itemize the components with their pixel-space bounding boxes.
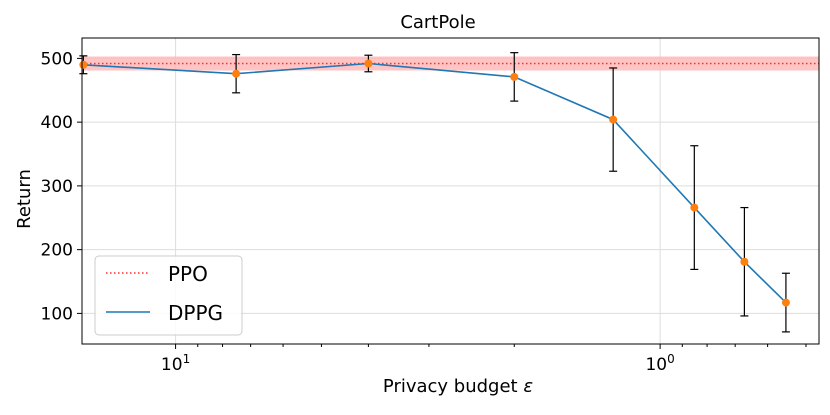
legend-box (94, 255, 243, 336)
legend: PPO DPPG (94, 255, 243, 336)
dppg-point-6 (740, 257, 749, 266)
y-tick-label-300: 300 (41, 177, 73, 197)
x-tick-base-10: 10 (161, 355, 183, 375)
y-tick-label-500: 500 (41, 49, 73, 69)
x-tick-label-10: 101 (161, 352, 190, 375)
x-tick-exponent-10: 1 (183, 352, 191, 366)
x-axis-label-text: Privacy budget (383, 376, 518, 397)
legend-label-dppg: DPPG (168, 301, 223, 325)
y-tick-label-400: 400 (41, 113, 73, 133)
x-tick-base-1: 10 (645, 355, 667, 375)
x-tick-label-1: 100 (645, 352, 674, 375)
x-tick-exponent-1: 0 (667, 352, 675, 366)
x-axis-label: Privacy budget ε (383, 376, 533, 397)
dppg-point-5 (690, 203, 699, 212)
series-layer (79, 52, 790, 333)
dppg-point-0 (79, 60, 88, 69)
dppg-point-3 (510, 72, 519, 81)
reference-band-layer (82, 56, 819, 71)
chart-title: CartPole (400, 12, 475, 33)
dppg-line (83, 62, 787, 304)
y-axis-label: Return (14, 169, 35, 229)
dppg-point-1 (232, 69, 241, 78)
dppg-point-2 (364, 59, 373, 68)
x-axis-label-symbol: ε (523, 376, 533, 397)
dppg-point-7 (781, 298, 790, 307)
y-ticks: 100 200 300 400 500 (41, 49, 82, 324)
axes (81, 37, 820, 345)
x-ticks: 101 100 (161, 344, 807, 375)
dppg-point-4 (609, 115, 618, 124)
legend-label-ppo: PPO (168, 262, 208, 286)
y-tick-label-100: 100 (41, 304, 73, 324)
y-tick-label-200: 200 (41, 241, 73, 261)
plot-frame (81, 37, 820, 345)
